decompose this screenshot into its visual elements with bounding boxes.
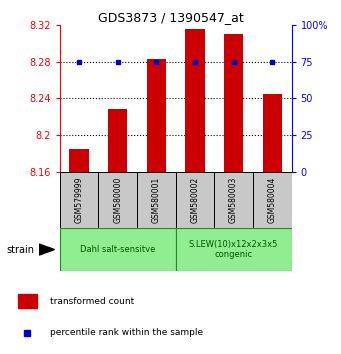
Bar	[176, 172, 214, 228]
Text: GSM580004: GSM580004	[268, 177, 277, 223]
Bar	[185, 29, 205, 172]
Bar	[98, 172, 137, 228]
Text: GSM580002: GSM580002	[190, 177, 199, 223]
Bar	[263, 94, 282, 172]
Bar	[224, 34, 243, 172]
Bar	[18, 294, 37, 308]
Text: GDS3873 / 1390547_at: GDS3873 / 1390547_at	[98, 11, 243, 24]
Text: Dahl salt-sensitve: Dahl salt-sensitve	[80, 245, 155, 254]
Bar	[214, 172, 253, 228]
Text: S.LEW(10)x12x2x3x5
congenic: S.LEW(10)x12x2x3x5 congenic	[189, 240, 278, 259]
Text: GSM579999: GSM579999	[74, 177, 84, 223]
Text: strain: strain	[7, 245, 35, 255]
Bar	[253, 172, 292, 228]
Text: GSM580000: GSM580000	[113, 177, 122, 223]
Bar	[69, 149, 89, 172]
Bar	[108, 109, 127, 172]
Bar	[147, 59, 166, 172]
Text: percentile rank within the sample: percentile rank within the sample	[50, 329, 204, 337]
Polygon shape	[39, 244, 55, 255]
Bar	[60, 228, 176, 271]
Bar	[60, 172, 98, 228]
Text: GSM580001: GSM580001	[152, 177, 161, 223]
Bar	[137, 172, 176, 228]
Bar	[176, 228, 292, 271]
Text: GSM580003: GSM580003	[229, 177, 238, 223]
Text: transformed count: transformed count	[50, 297, 135, 306]
